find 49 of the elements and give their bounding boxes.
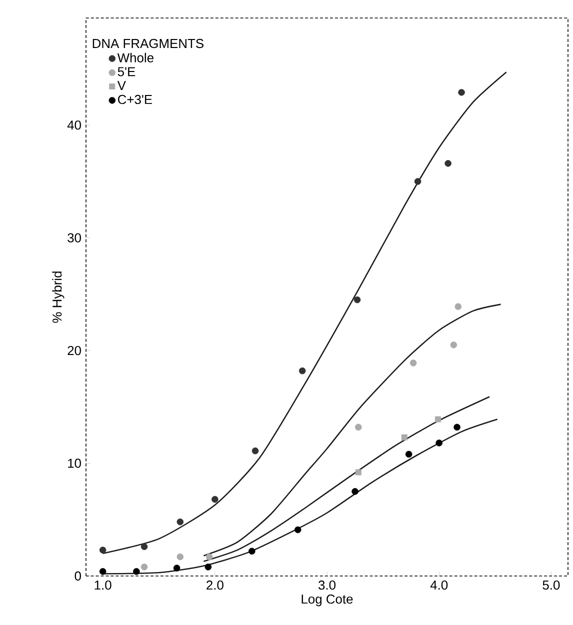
y-tick-label: 20 bbox=[68, 346, 81, 356]
x-axis-title: Log Cote bbox=[302, 594, 353, 606]
point bbox=[450, 342, 458, 348]
point bbox=[444, 160, 452, 167]
x-tick-label: 5.0 bbox=[542, 580, 560, 590]
point bbox=[458, 89, 465, 96]
y-tick-label: 0 bbox=[74, 571, 81, 581]
point bbox=[436, 440, 442, 446]
point bbox=[99, 568, 106, 575]
point bbox=[140, 564, 148, 570]
x-tick-label: 4.0 bbox=[430, 580, 448, 590]
y-tick-label: 10 bbox=[68, 458, 81, 468]
point bbox=[410, 360, 417, 366]
point bbox=[252, 447, 259, 454]
point bbox=[176, 518, 184, 526]
point bbox=[133, 568, 140, 575]
point bbox=[206, 553, 213, 560]
x-tick-label: 1.0 bbox=[94, 580, 112, 590]
point bbox=[173, 564, 180, 572]
legend-label: C+3'E bbox=[118, 94, 152, 104]
point bbox=[298, 367, 306, 374]
point bbox=[401, 434, 408, 440]
point bbox=[454, 424, 460, 431]
point bbox=[140, 543, 148, 550]
legend-label: Whole bbox=[117, 52, 154, 62]
y-tick-label: 40 bbox=[67, 120, 81, 130]
legend-label: 5'E bbox=[118, 67, 136, 76]
point bbox=[248, 548, 256, 555]
point bbox=[294, 526, 302, 534]
point bbox=[354, 296, 361, 304]
point bbox=[176, 553, 184, 560]
point bbox=[352, 488, 358, 495]
x-tick-label: 3.0 bbox=[318, 580, 336, 590]
point bbox=[354, 424, 362, 431]
point bbox=[405, 450, 412, 458]
legend-title: DNA FRAGMENTS bbox=[92, 38, 204, 48]
point bbox=[454, 303, 462, 310]
point bbox=[99, 546, 106, 554]
x-tick-label: 2.0 bbox=[206, 580, 224, 590]
line-series bbox=[203, 304, 502, 556]
legend-label: V bbox=[117, 81, 126, 90]
point bbox=[204, 564, 212, 570]
y-axis-title: % Hybrid bbox=[52, 272, 64, 323]
point bbox=[355, 469, 362, 476]
y-tick-label: 30 bbox=[68, 233, 81, 242]
point bbox=[434, 416, 441, 422]
point bbox=[212, 496, 218, 503]
line-series bbox=[203, 396, 490, 562]
point bbox=[414, 178, 422, 185]
